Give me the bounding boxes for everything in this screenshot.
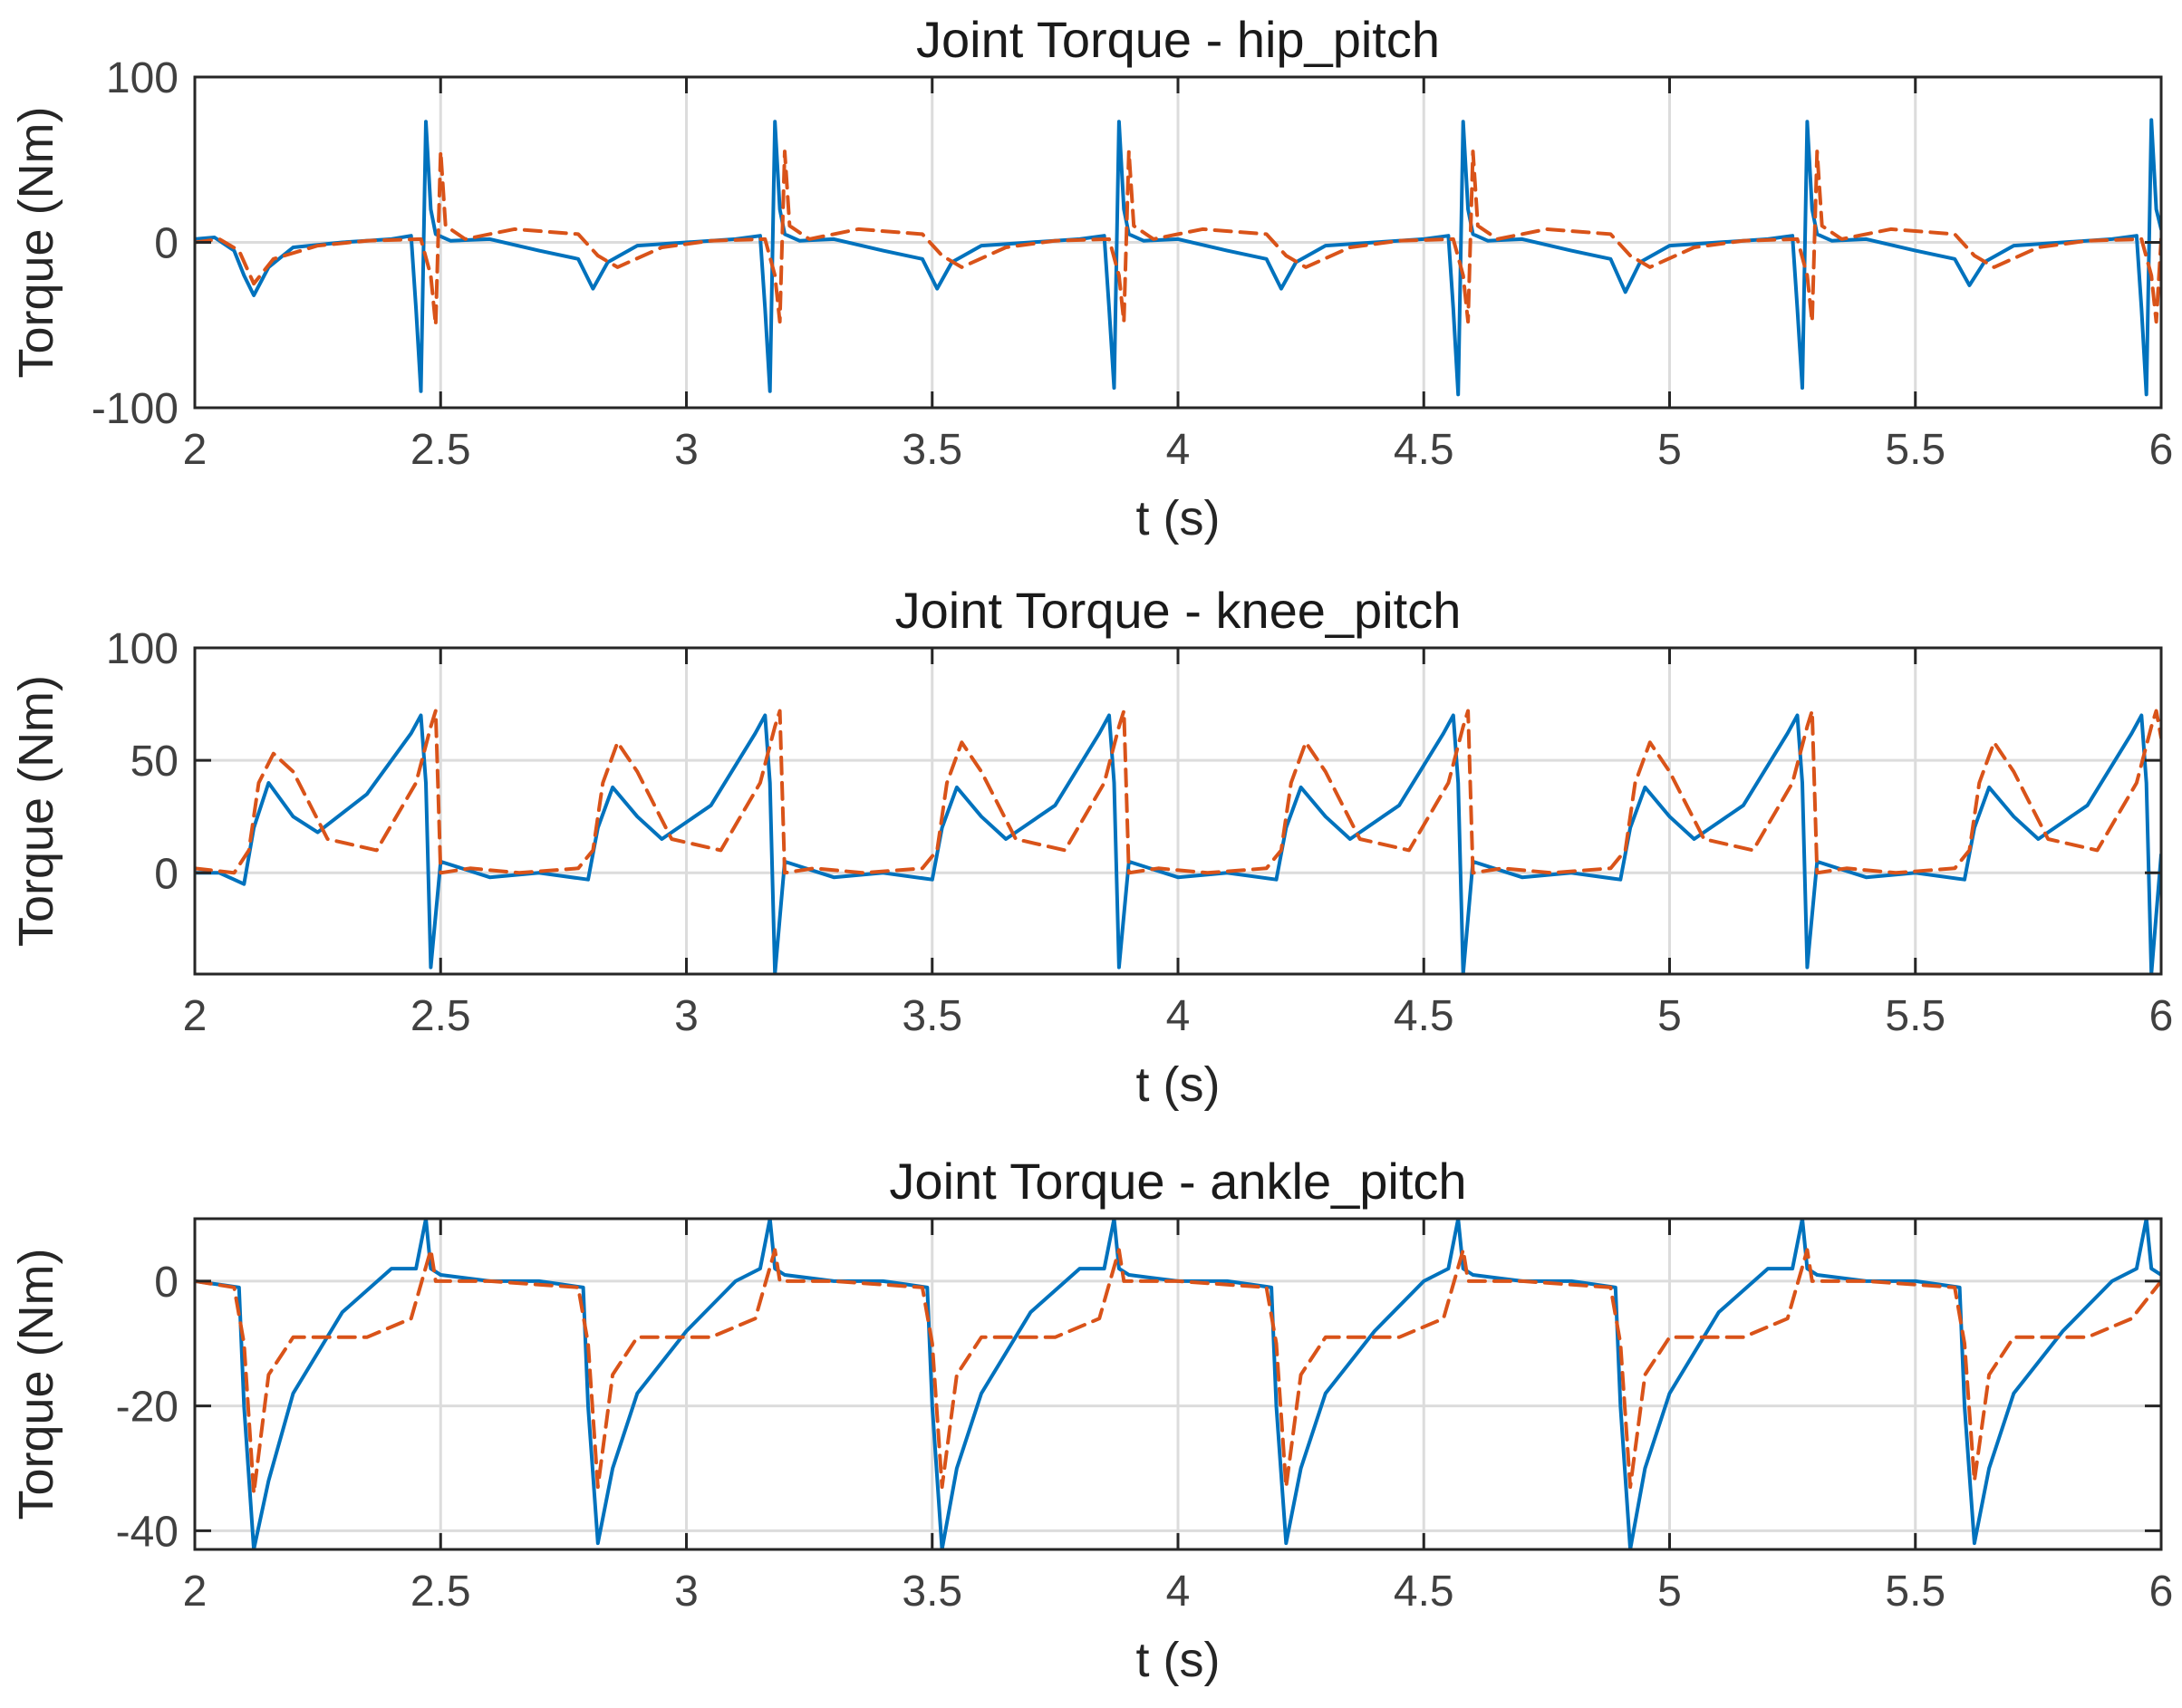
x-tick-label: 5	[1657, 1568, 1682, 1616]
y-tick-label: 50	[130, 738, 179, 786]
x-tick-label: 4	[1166, 426, 1191, 474]
y-axis-label: Torque (Nm)	[9, 106, 63, 378]
series-line-1	[195, 118, 2161, 397]
x-tick-label: 5	[1657, 992, 1682, 1040]
y-tick-label: 0	[154, 220, 179, 268]
x-tick-label: 3	[674, 426, 699, 474]
chart-title: Joint Torque - ankle_pitch	[889, 1153, 1466, 1210]
x-tick-label: 2.5	[410, 1568, 471, 1616]
x-tick-label: 2	[183, 1568, 208, 1616]
x-tick-label: 4.5	[1394, 426, 1454, 474]
x-tick-label: 5.5	[1885, 426, 1945, 474]
x-tick-label: 3.5	[902, 1568, 962, 1616]
x-tick-label: 5	[1657, 426, 1682, 474]
x-tick-label: 6	[2149, 426, 2174, 474]
y-tick-label: 0	[154, 850, 179, 898]
series-line-2	[195, 1248, 2161, 1495]
x-axis-label: t (s)	[1136, 491, 1221, 545]
x-tick-label: 4	[1166, 992, 1191, 1040]
x-tick-label: 6	[2149, 992, 2174, 1040]
y-axis-label: Torque (Nm)	[9, 675, 63, 947]
series-line-2	[195, 150, 2161, 327]
y-axis-label: Torque (Nm)	[9, 1248, 63, 1520]
series-line-2	[195, 709, 2161, 875]
x-tick-label: 2.5	[410, 426, 471, 474]
x-tick-label: 2	[183, 426, 208, 474]
x-tick-label: 5.5	[1885, 992, 1945, 1040]
chart-title: Joint Torque - knee_pitch	[895, 582, 1462, 639]
y-tick-label: 0	[154, 1259, 179, 1307]
chart-hip-pitch: 2 2.5 3 3.5 4 4.5 5 5.5 6 -100 0 100 Joint Torque - …	[9, 11, 2173, 545]
x-tick-label: 4.5	[1394, 1568, 1454, 1616]
chart-ankle-pitch: 2 2.5 3 3.5 4 4.5 5 5.5 6 -40 -20 0 Joint Torque - a…	[9, 1153, 2173, 1687]
x-tick-label: 4.5	[1394, 992, 1454, 1040]
y-tick-label: 100	[106, 54, 179, 102]
x-tick-label: 3.5	[902, 426, 962, 474]
y-tick-label: -20	[116, 1384, 179, 1432]
x-tick-label: 2	[183, 992, 208, 1040]
x-axis-label: t (s)	[1136, 1057, 1221, 1112]
x-tick-label: 3	[674, 1568, 699, 1616]
y-tick-label: -40	[116, 1508, 179, 1556]
x-tick-label: 3.5	[902, 992, 962, 1040]
chart-knee-pitch: 2 2.5 3 3.5 4 4.5 5 5.5 6 0 50 100 Joint Torque - kn…	[9, 582, 2173, 1112]
x-axis-label: t (s)	[1136, 1633, 1221, 1687]
x-tick-label: 5.5	[1885, 1568, 1945, 1616]
y-tick-label: 100	[106, 625, 179, 673]
x-tick-label: 2.5	[410, 992, 471, 1040]
x-tick-label: 3	[674, 992, 699, 1040]
chart-title: Joint Torque - hip_pitch	[916, 11, 1440, 68]
y-tick-label: -100	[92, 385, 179, 433]
x-tick-label: 4	[1166, 1568, 1191, 1616]
x-tick-label: 6	[2149, 1568, 2174, 1616]
